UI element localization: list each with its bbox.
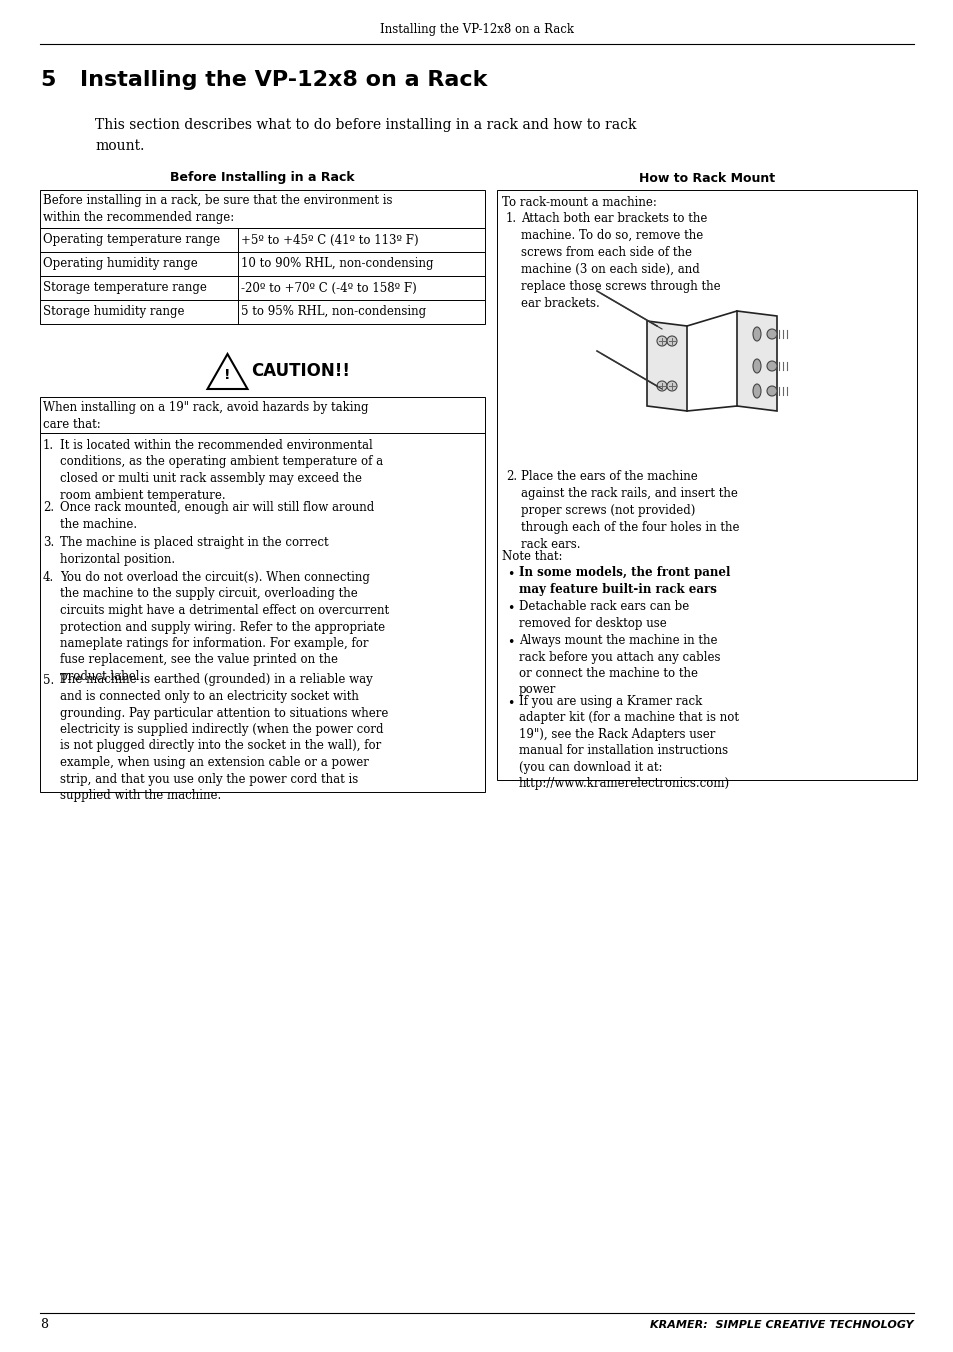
Text: !: !: [224, 368, 231, 383]
Text: +5º to +45º C (41º to 113º F): +5º to +45º C (41º to 113º F): [241, 234, 418, 246]
Circle shape: [657, 337, 666, 346]
Text: •: •: [507, 698, 515, 710]
Text: Before Installing in a Rack: Before Installing in a Rack: [170, 172, 355, 184]
Text: 1.: 1.: [505, 212, 517, 224]
Circle shape: [666, 337, 677, 346]
Text: If you are using a Kramer rack
adapter kit (for a machine that is not
19"), see : If you are using a Kramer rack adapter k…: [518, 695, 739, 791]
Text: You do not overload the circuit(s). When connecting
the machine to the supply ci: You do not overload the circuit(s). When…: [60, 571, 389, 683]
Text: How to Rack Mount: How to Rack Mount: [639, 172, 774, 184]
Circle shape: [766, 361, 776, 370]
Text: This section describes what to do before installing in a rack and how to rack
mo: This section describes what to do before…: [95, 118, 636, 153]
Text: •: •: [507, 635, 515, 649]
Text: In some models, the front panel
may feature built-in rack ears: In some models, the front panel may feat…: [518, 566, 730, 595]
Text: 5 to 95% RHL, non-condensing: 5 to 95% RHL, non-condensing: [241, 306, 426, 319]
Text: 10 to 90% RHL, non-condensing: 10 to 90% RHL, non-condensing: [241, 257, 433, 270]
Bar: [497, 191, 916, 780]
Text: 5: 5: [40, 70, 55, 91]
Text: When installing on a 19" rack, avoid hazards by taking
care that:: When installing on a 19" rack, avoid haz…: [43, 402, 368, 431]
Text: -20º to +70º C (-4º to 158º F): -20º to +70º C (-4º to 158º F): [241, 281, 416, 295]
Text: •: •: [507, 568, 515, 581]
Text: Once rack mounted, enough air will still flow around
the machine.: Once rack mounted, enough air will still…: [60, 502, 374, 530]
Bar: [40, 191, 484, 228]
Polygon shape: [646, 320, 686, 411]
Text: Installing the VP-12x8 on a Rack: Installing the VP-12x8 on a Rack: [80, 70, 487, 91]
Bar: [40, 251, 484, 276]
Ellipse shape: [752, 384, 760, 397]
Text: 2.: 2.: [43, 502, 54, 514]
Text: 3.: 3.: [43, 535, 54, 549]
Polygon shape: [737, 311, 776, 411]
Text: Operating temperature range: Operating temperature range: [43, 234, 220, 246]
Text: The machine is placed straight in the correct
horizontal position.: The machine is placed straight in the co…: [60, 535, 328, 565]
Circle shape: [666, 381, 677, 391]
Text: To rack-mount a machine:: To rack-mount a machine:: [501, 196, 657, 210]
Text: The machine is earthed (grounded) in a reliable way
and is connected only to an : The machine is earthed (grounded) in a r…: [60, 673, 388, 802]
Text: Place the ears of the machine
against the rack rails, and insert the
proper scre: Place the ears of the machine against th…: [520, 470, 739, 552]
Text: Installing the VP-12x8 on a Rack: Installing the VP-12x8 on a Rack: [379, 23, 574, 37]
Bar: [40, 228, 484, 251]
Text: Note that:: Note that:: [501, 550, 562, 562]
Bar: [40, 397, 484, 433]
Text: 5.: 5.: [43, 673, 54, 687]
Text: Storage temperature range: Storage temperature range: [43, 281, 207, 295]
Text: Operating humidity range: Operating humidity range: [43, 257, 197, 270]
Text: It is located within the recommended environmental
conditions, as the operating : It is located within the recommended env…: [60, 439, 383, 502]
Circle shape: [766, 387, 776, 396]
Text: 8: 8: [40, 1318, 48, 1332]
Text: Before installing in a rack, be sure that the environment is
within the recommen: Before installing in a rack, be sure tha…: [43, 193, 392, 224]
Text: Attach both ear brackets to the
machine. To do so, remove the
screws from each s: Attach both ear brackets to the machine.…: [520, 212, 720, 310]
Polygon shape: [208, 354, 247, 389]
Circle shape: [766, 329, 776, 339]
Text: Always mount the machine in the
rack before you attach any cables
or connect the: Always mount the machine in the rack bef…: [518, 634, 720, 696]
Circle shape: [657, 381, 666, 391]
Text: 2.: 2.: [505, 470, 517, 483]
Bar: [40, 276, 484, 300]
Ellipse shape: [752, 360, 760, 373]
Ellipse shape: [752, 327, 760, 341]
Text: KRAMER:  SIMPLE CREATIVE TECHNOLOGY: KRAMER: SIMPLE CREATIVE TECHNOLOGY: [650, 1320, 913, 1330]
Text: 4.: 4.: [43, 571, 54, 584]
Text: •: •: [507, 602, 515, 615]
Text: Detachable rack ears can be
removed for desktop use: Detachable rack ears can be removed for …: [518, 600, 688, 630]
Bar: [40, 433, 484, 791]
Text: 1.: 1.: [43, 439, 54, 452]
Text: Storage humidity range: Storage humidity range: [43, 306, 184, 319]
Text: CAUTION!!: CAUTION!!: [252, 362, 350, 380]
Bar: [40, 300, 484, 324]
